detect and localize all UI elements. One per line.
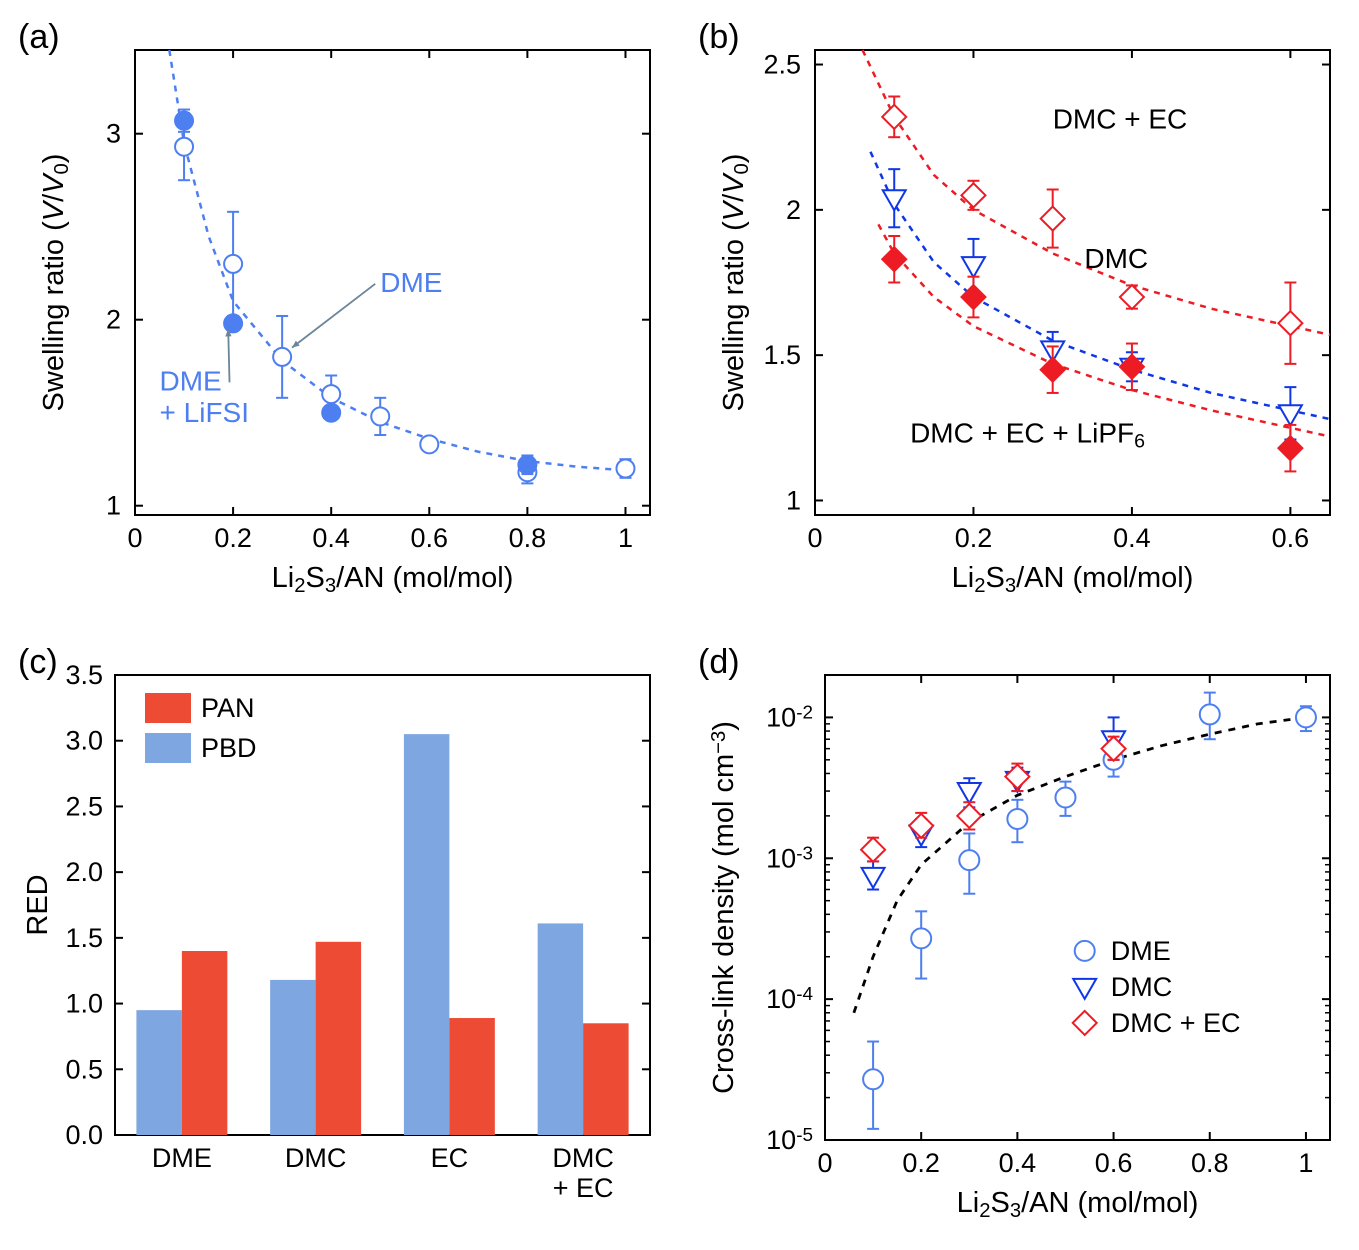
svg-text:RED: RED <box>22 874 54 935</box>
svg-text:DMC: DMC <box>552 1143 614 1173</box>
svg-text:DME: DME <box>152 1143 212 1173</box>
svg-text:DMC + EC: DMC + EC <box>1053 103 1188 134</box>
svg-text:1: 1 <box>618 523 633 553</box>
svg-text:2.5: 2.5 <box>65 791 103 821</box>
svg-text:2.0: 2.0 <box>65 857 103 887</box>
panel-d-label: (d) <box>698 643 740 682</box>
svg-text:0.0: 0.0 <box>65 1120 103 1150</box>
svg-text:2: 2 <box>786 195 801 225</box>
svg-text:3.5: 3.5 <box>65 660 103 690</box>
svg-text:1.0: 1.0 <box>65 989 103 1019</box>
svg-text:1: 1 <box>106 491 121 521</box>
svg-text:Li2S3/AN (mol/mol): Li2S3/AN (mol/mol) <box>952 562 1194 597</box>
svg-text:DME: DME <box>1111 936 1171 966</box>
svg-text:DME: DME <box>160 365 222 396</box>
panel-d: (d) 0 0.2 0.4 0.6 0.8 1 10-5 10-4 10-3 10-2 DME DMC… <box>680 625 1359 1250</box>
svg-text:0.4: 0.4 <box>1113 523 1151 553</box>
svg-text:DMC: DMC <box>1084 243 1148 274</box>
svg-text:10-2: 10-2 <box>766 702 813 732</box>
svg-text:DMC + EC + LiPF6: DMC + EC + LiPF6 <box>910 417 1145 452</box>
svg-text:0.2: 0.2 <box>214 523 252 553</box>
svg-text:Cross-link density (mol cm−3): Cross-link density (mol cm−3) <box>708 721 740 1094</box>
svg-text:DME: DME <box>380 267 442 298</box>
svg-text:PBD: PBD <box>201 733 257 763</box>
svg-text:2.5: 2.5 <box>763 50 801 80</box>
svg-text:0: 0 <box>127 523 142 553</box>
svg-text:0.8: 0.8 <box>1191 1148 1229 1178</box>
svg-text:10-4: 10-4 <box>766 984 813 1014</box>
svg-text:1: 1 <box>1298 1148 1313 1178</box>
svg-text:DMC + EC: DMC + EC <box>1111 1008 1241 1038</box>
svg-text:Li2S3/AN (mol/mol): Li2S3/AN (mol/mol) <box>272 562 514 597</box>
svg-text:0.6: 0.6 <box>1095 1148 1133 1178</box>
panel-b: (b) 0 0.2 0.4 0.6 1 1.5 2 2.5 DMC + EC DMC DMC + E… <box>680 0 1359 625</box>
svg-text:0: 0 <box>817 1148 832 1178</box>
svg-text:0.5: 0.5 <box>65 1054 103 1084</box>
svg-text:+ EC: + EC <box>553 1173 614 1203</box>
panel-a-label: (a) <box>18 18 60 57</box>
svg-text:DMC: DMC <box>285 1143 347 1173</box>
svg-text:10-3: 10-3 <box>766 843 813 873</box>
figure-grid: (a) 00.20.40.60.81123DMEDME+ LiFSILi2S3/… <box>0 0 1359 1250</box>
svg-text:3.0: 3.0 <box>65 726 103 756</box>
svg-text:0.4: 0.4 <box>999 1148 1037 1178</box>
svg-text:0.8: 0.8 <box>509 523 547 553</box>
svg-text:Swelling ratio (V/V0): Swelling ratio (V/V0) <box>38 154 73 412</box>
svg-text:10-5: 10-5 <box>766 1125 813 1155</box>
svg-text:Li2S3/AN (mol/mol): Li2S3/AN (mol/mol) <box>957 1187 1199 1222</box>
svg-text:1: 1 <box>786 485 801 515</box>
svg-text:+ LiFSI: + LiFSI <box>160 397 249 428</box>
panel-c: (c) 0.00.51.01.52.02.53.03.5DMEDMCECDMC+… <box>0 625 680 1250</box>
panel-a: (a) 00.20.40.60.81123DMEDME+ LiFSILi2S3/… <box>0 0 680 625</box>
svg-text:0.2: 0.2 <box>955 523 993 553</box>
svg-text:0.4: 0.4 <box>312 523 350 553</box>
svg-text:1.5: 1.5 <box>763 340 801 370</box>
svg-text:EC: EC <box>431 1143 469 1173</box>
panel-b-label: (b) <box>698 18 740 57</box>
svg-text:0.2: 0.2 <box>902 1148 940 1178</box>
svg-text:0: 0 <box>807 523 822 553</box>
svg-text:3: 3 <box>106 119 121 149</box>
svg-text:DMC: DMC <box>1111 972 1173 1002</box>
svg-text:1.5: 1.5 <box>65 923 103 953</box>
svg-text:PAN: PAN <box>201 693 255 723</box>
panel-c-label: (c) <box>18 643 58 682</box>
svg-text:0.6: 0.6 <box>1272 523 1310 553</box>
svg-text:Swelling ratio (V/V0): Swelling ratio (V/V0) <box>718 154 753 412</box>
svg-text:2: 2 <box>106 305 121 335</box>
svg-text:0.6: 0.6 <box>411 523 449 553</box>
